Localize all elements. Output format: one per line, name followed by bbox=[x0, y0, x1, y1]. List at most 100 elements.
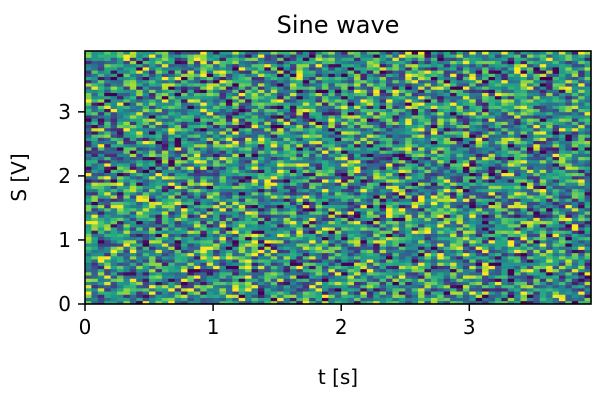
heatmap-cell bbox=[411, 291, 419, 295]
heatmap-cell bbox=[161, 127, 169, 132]
heatmap-cell bbox=[85, 99, 92, 103]
heatmap-cell bbox=[117, 239, 124, 244]
heatmap-cell bbox=[398, 246, 406, 250]
heatmap-cell bbox=[405, 255, 413, 260]
heatmap-cell bbox=[501, 217, 509, 222]
heatmap-cell bbox=[354, 195, 361, 199]
heatmap-cell bbox=[225, 198, 233, 202]
heatmap-cell bbox=[136, 182, 143, 186]
heatmap-cell bbox=[321, 195, 329, 199]
heatmap-cell bbox=[482, 131, 489, 135]
heatmap-cell bbox=[539, 297, 547, 302]
heatmap-cell bbox=[405, 124, 413, 129]
heatmap-cell bbox=[181, 230, 188, 234]
heatmap-cell bbox=[296, 201, 304, 206]
heatmap-cell bbox=[514, 179, 521, 183]
heatmap-cell bbox=[200, 211, 208, 215]
heatmap-cell bbox=[456, 201, 464, 206]
heatmap-cell bbox=[488, 111, 496, 116]
heatmap-cell bbox=[341, 297, 348, 302]
heatmap-cell bbox=[418, 175, 425, 180]
heatmap-cell bbox=[193, 150, 201, 154]
heatmap-cell bbox=[354, 284, 361, 289]
heatmap-cell bbox=[264, 143, 272, 148]
heatmap-cell bbox=[129, 191, 137, 196]
heatmap-cell bbox=[462, 262, 470, 266]
heatmap-cell bbox=[558, 252, 566, 257]
heatmap-cell bbox=[187, 137, 195, 142]
heatmap-cell bbox=[149, 127, 156, 132]
heatmap-cell bbox=[174, 300, 182, 305]
heatmap-cell bbox=[533, 230, 541, 234]
heatmap-cell bbox=[174, 134, 182, 138]
heatmap-cell bbox=[456, 124, 464, 129]
heatmap-cell bbox=[398, 150, 406, 154]
heatmap-cell bbox=[155, 278, 163, 282]
heatmap-cell bbox=[206, 252, 214, 257]
heatmap-cell bbox=[328, 166, 336, 170]
heatmap-cell bbox=[494, 239, 502, 244]
heatmap-cell bbox=[213, 255, 220, 260]
heatmap-cell bbox=[232, 140, 240, 145]
heatmap-cell bbox=[533, 143, 541, 148]
heatmap-cell bbox=[289, 233, 297, 238]
heatmap-cell bbox=[315, 124, 323, 129]
heatmap-cell bbox=[450, 147, 457, 151]
heatmap-cell bbox=[494, 172, 502, 177]
heatmap-cell bbox=[450, 169, 457, 174]
heatmap-cell bbox=[213, 140, 220, 145]
heatmap-cell bbox=[456, 262, 464, 266]
heatmap-cell bbox=[149, 204, 156, 209]
heatmap-cell bbox=[245, 185, 252, 190]
heatmap-cell bbox=[411, 134, 419, 138]
heatmap-cell bbox=[398, 275, 406, 279]
heatmap-cell bbox=[526, 278, 534, 282]
heatmap-cell bbox=[398, 182, 406, 186]
heatmap-cell bbox=[405, 207, 413, 212]
heatmap-cell bbox=[437, 281, 445, 286]
heatmap-cell bbox=[321, 239, 329, 244]
heatmap-cell bbox=[584, 271, 592, 276]
heatmap-cell bbox=[213, 246, 220, 250]
heatmap-cell bbox=[392, 255, 400, 260]
heatmap-cell bbox=[533, 111, 541, 116]
heatmap-cell bbox=[117, 217, 124, 222]
heatmap-cell bbox=[494, 143, 502, 148]
heatmap-cell bbox=[129, 182, 137, 186]
heatmap-cell bbox=[347, 124, 355, 129]
heatmap-cell bbox=[110, 265, 118, 270]
heatmap-cell bbox=[469, 185, 477, 190]
heatmap-cell bbox=[360, 255, 368, 260]
heatmap-cell bbox=[181, 239, 188, 244]
heatmap-cell bbox=[277, 118, 284, 122]
heatmap-cell bbox=[373, 300, 380, 305]
heatmap-cell bbox=[430, 217, 438, 222]
heatmap-cell bbox=[398, 156, 406, 161]
heatmap-cell bbox=[142, 233, 150, 238]
heatmap-cell bbox=[533, 156, 541, 161]
heatmap-cell bbox=[129, 239, 137, 244]
heatmap-cell bbox=[187, 268, 195, 273]
heatmap-cell bbox=[546, 169, 553, 174]
heatmap-cell bbox=[456, 179, 464, 183]
heatmap-cell bbox=[347, 239, 355, 244]
heatmap-cell bbox=[302, 211, 310, 215]
heatmap-cell bbox=[168, 182, 176, 186]
heatmap-cell bbox=[533, 115, 541, 119]
heatmap-cell bbox=[264, 182, 272, 186]
heatmap-cell bbox=[418, 246, 425, 250]
heatmap-cell bbox=[321, 271, 329, 276]
heatmap-cell bbox=[270, 124, 278, 129]
heatmap-cell bbox=[507, 111, 515, 116]
heatmap-cell bbox=[104, 300, 111, 305]
heatmap-cell bbox=[373, 127, 380, 132]
heatmap-cell bbox=[123, 268, 131, 273]
heatmap-cell bbox=[341, 207, 348, 212]
heatmap-cell bbox=[558, 294, 566, 298]
heatmap-cell bbox=[462, 153, 470, 158]
heatmap-cell bbox=[257, 185, 265, 190]
heatmap-cell bbox=[200, 262, 208, 266]
heatmap-cell bbox=[514, 134, 521, 138]
heatmap-cell bbox=[392, 243, 400, 247]
heatmap-cell bbox=[539, 291, 547, 295]
